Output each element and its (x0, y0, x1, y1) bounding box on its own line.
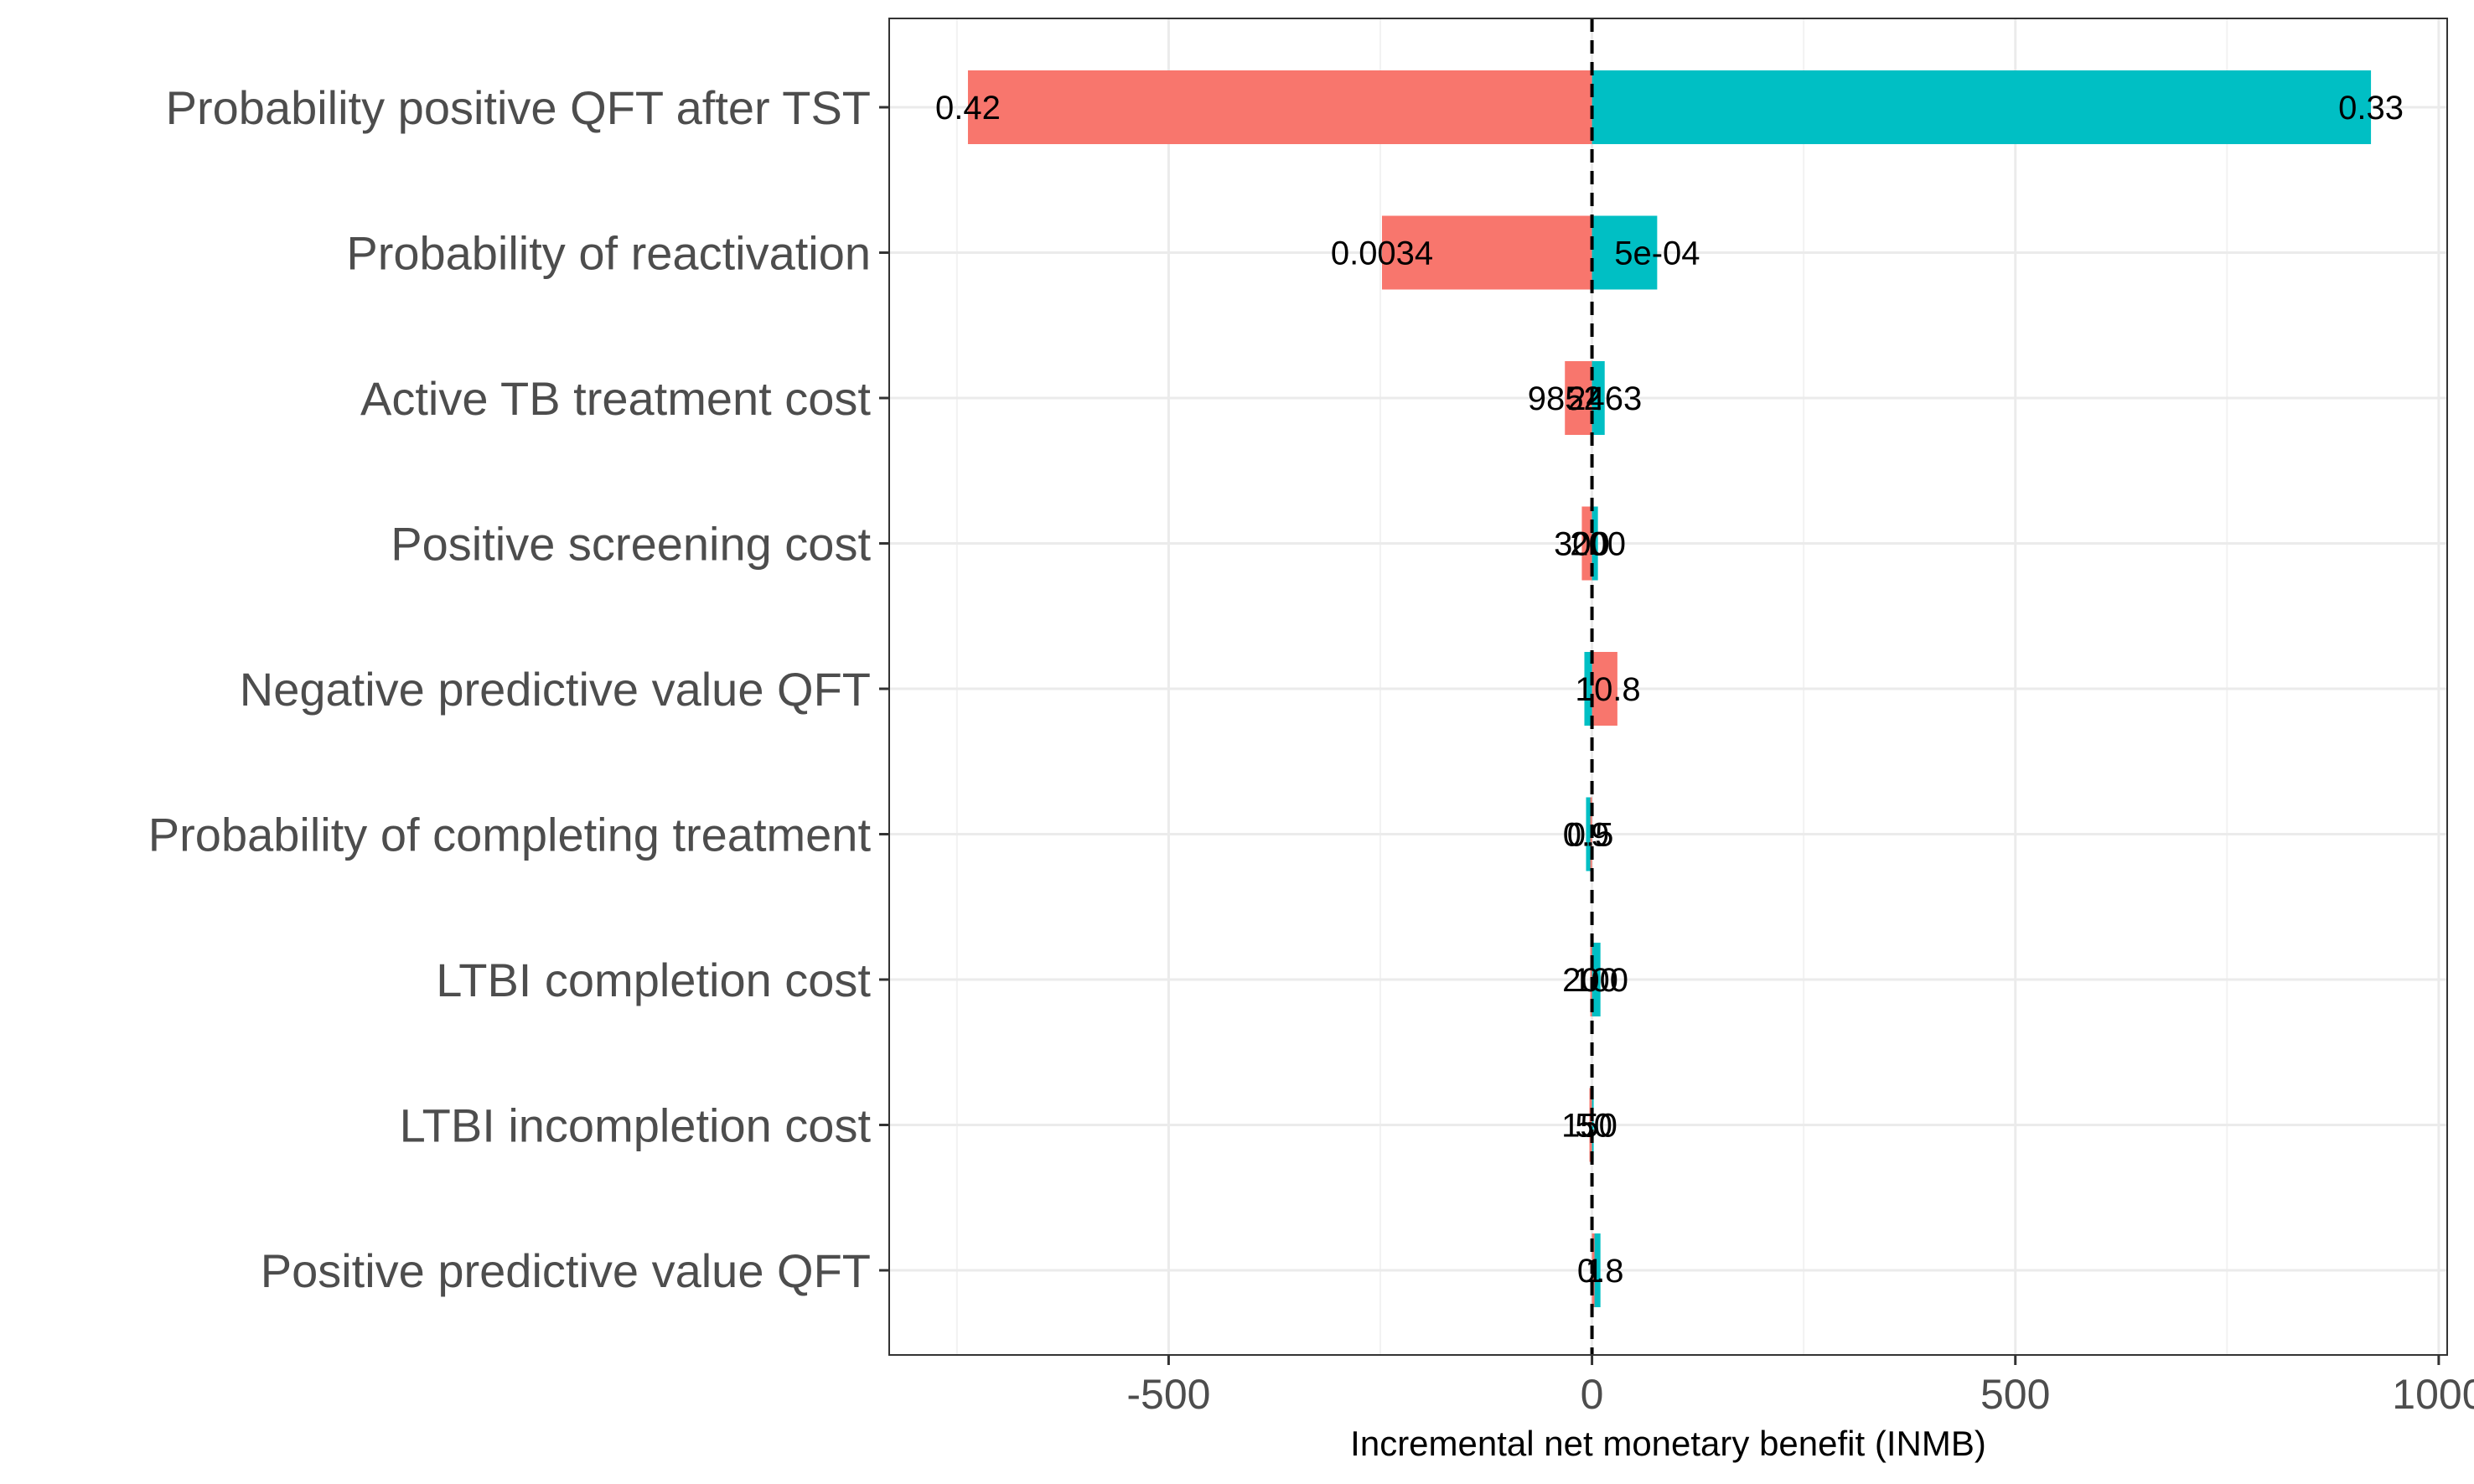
bar-high-5 (1586, 797, 1592, 871)
bar-label-high-3: 200 (1570, 526, 1626, 563)
bar-label-low-4: 0.8 (1594, 671, 1641, 708)
bar-label-high-4: 1 (1575, 671, 1593, 708)
bar-high-6 (1592, 943, 1601, 1016)
x-tick-label-2: 500 (1980, 1371, 2050, 1418)
bar-label-high-2: 2463 (1567, 380, 1642, 417)
category-label-8: Positive predictive value QFT (261, 1244, 871, 1297)
bar-label-high-6: 100 (1572, 962, 1628, 999)
x-tick-label-0: -500 (1126, 1371, 1210, 1418)
bar-high-2 (1592, 361, 1605, 435)
bar-label-high-1: 5e-04 (1614, 235, 1700, 272)
bar-high-4 (1584, 652, 1592, 726)
bar-label-low-8: 1 (1585, 1253, 1603, 1290)
axis-layer: Probability positive QFT after TST Probab… (148, 18, 2474, 1418)
bar-label-high-7: 50 (1575, 1108, 1612, 1145)
bar-label-high-5: 0.9 (1563, 817, 1610, 854)
bar-low-0 (967, 70, 1592, 144)
bar-label-low-5: 0.5 (1567, 817, 1614, 854)
bar-label-low-2: 9852 (1528, 380, 1602, 417)
bar-high-8 (1592, 1233, 1601, 1307)
x-tick-label-3: 1000 (2392, 1371, 2474, 1418)
bar-high-7 (1592, 1088, 1594, 1162)
bar-low-4 (1592, 652, 1617, 726)
category-label-5: Probability of completing treatment (148, 809, 872, 861)
panel-border (888, 18, 2448, 1356)
bar-high-1 (1592, 215, 1658, 290)
x-axis-title: Incremental net monetary benefit (INMB) (1350, 1424, 1986, 1463)
bar-low-2 (1565, 361, 1592, 435)
bar-label-high-8: 0.8 (1577, 1253, 1624, 1290)
category-label-4: Negative predictive value QFT (240, 663, 871, 716)
bar-label-low-1: 0.0034 (1331, 235, 1433, 272)
plot-panel (889, 18, 2447, 1355)
bar-label-layer: 0.42 0.330.0034 5e-04985224633002000.810.5… (935, 90, 2404, 1290)
category-label-2: Active TB treatment cost (360, 372, 871, 425)
category-label-1: Probability of reactivation (346, 227, 871, 280)
bar-high-0 (1592, 70, 2372, 144)
x-tick-label-1: 0 (1581, 1371, 1604, 1418)
bar-label-low-3: 300 (1554, 526, 1610, 563)
bar-label-high-0: 0.33 (2338, 90, 2404, 127)
bar-low-3 (1581, 506, 1592, 581)
category-label-6: LTBI completion cost (436, 954, 871, 1006)
bar-low-1 (1382, 215, 1592, 290)
grid-layer (889, 18, 2447, 1355)
bar-label-low-6: 200 (1562, 962, 1618, 999)
bar-layer (967, 70, 2372, 1307)
category-label-0: Probability positive QFT after TST (166, 81, 871, 134)
category-label-3: Positive screening cost (391, 518, 871, 571)
bar-label-low-7: 150 (1561, 1108, 1617, 1145)
category-label-7: LTBI incompletion cost (400, 1099, 872, 1152)
bar-label-low-0: 0.42 (935, 90, 1001, 127)
bar-low-7 (1589, 1088, 1592, 1162)
bar-high-3 (1592, 506, 1598, 581)
